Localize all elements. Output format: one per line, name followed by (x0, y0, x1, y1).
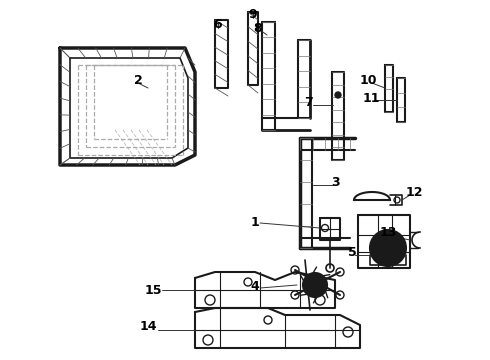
Text: 9: 9 (249, 9, 257, 22)
Circle shape (303, 273, 327, 297)
Text: 15: 15 (144, 284, 162, 297)
Text: 4: 4 (250, 280, 259, 293)
Text: 3: 3 (331, 175, 339, 189)
Text: 14: 14 (139, 320, 157, 333)
Text: 11: 11 (362, 91, 380, 104)
Text: 1: 1 (250, 216, 259, 229)
Text: 6: 6 (214, 18, 222, 31)
Text: 5: 5 (347, 247, 356, 260)
Text: 7: 7 (304, 96, 313, 109)
Text: 13: 13 (379, 226, 397, 239)
Circle shape (385, 245, 391, 251)
Text: 8: 8 (254, 22, 262, 35)
Text: 2: 2 (134, 73, 143, 86)
Circle shape (335, 92, 341, 98)
Text: 12: 12 (405, 186, 423, 199)
Text: 10: 10 (359, 73, 377, 86)
Circle shape (370, 230, 406, 266)
